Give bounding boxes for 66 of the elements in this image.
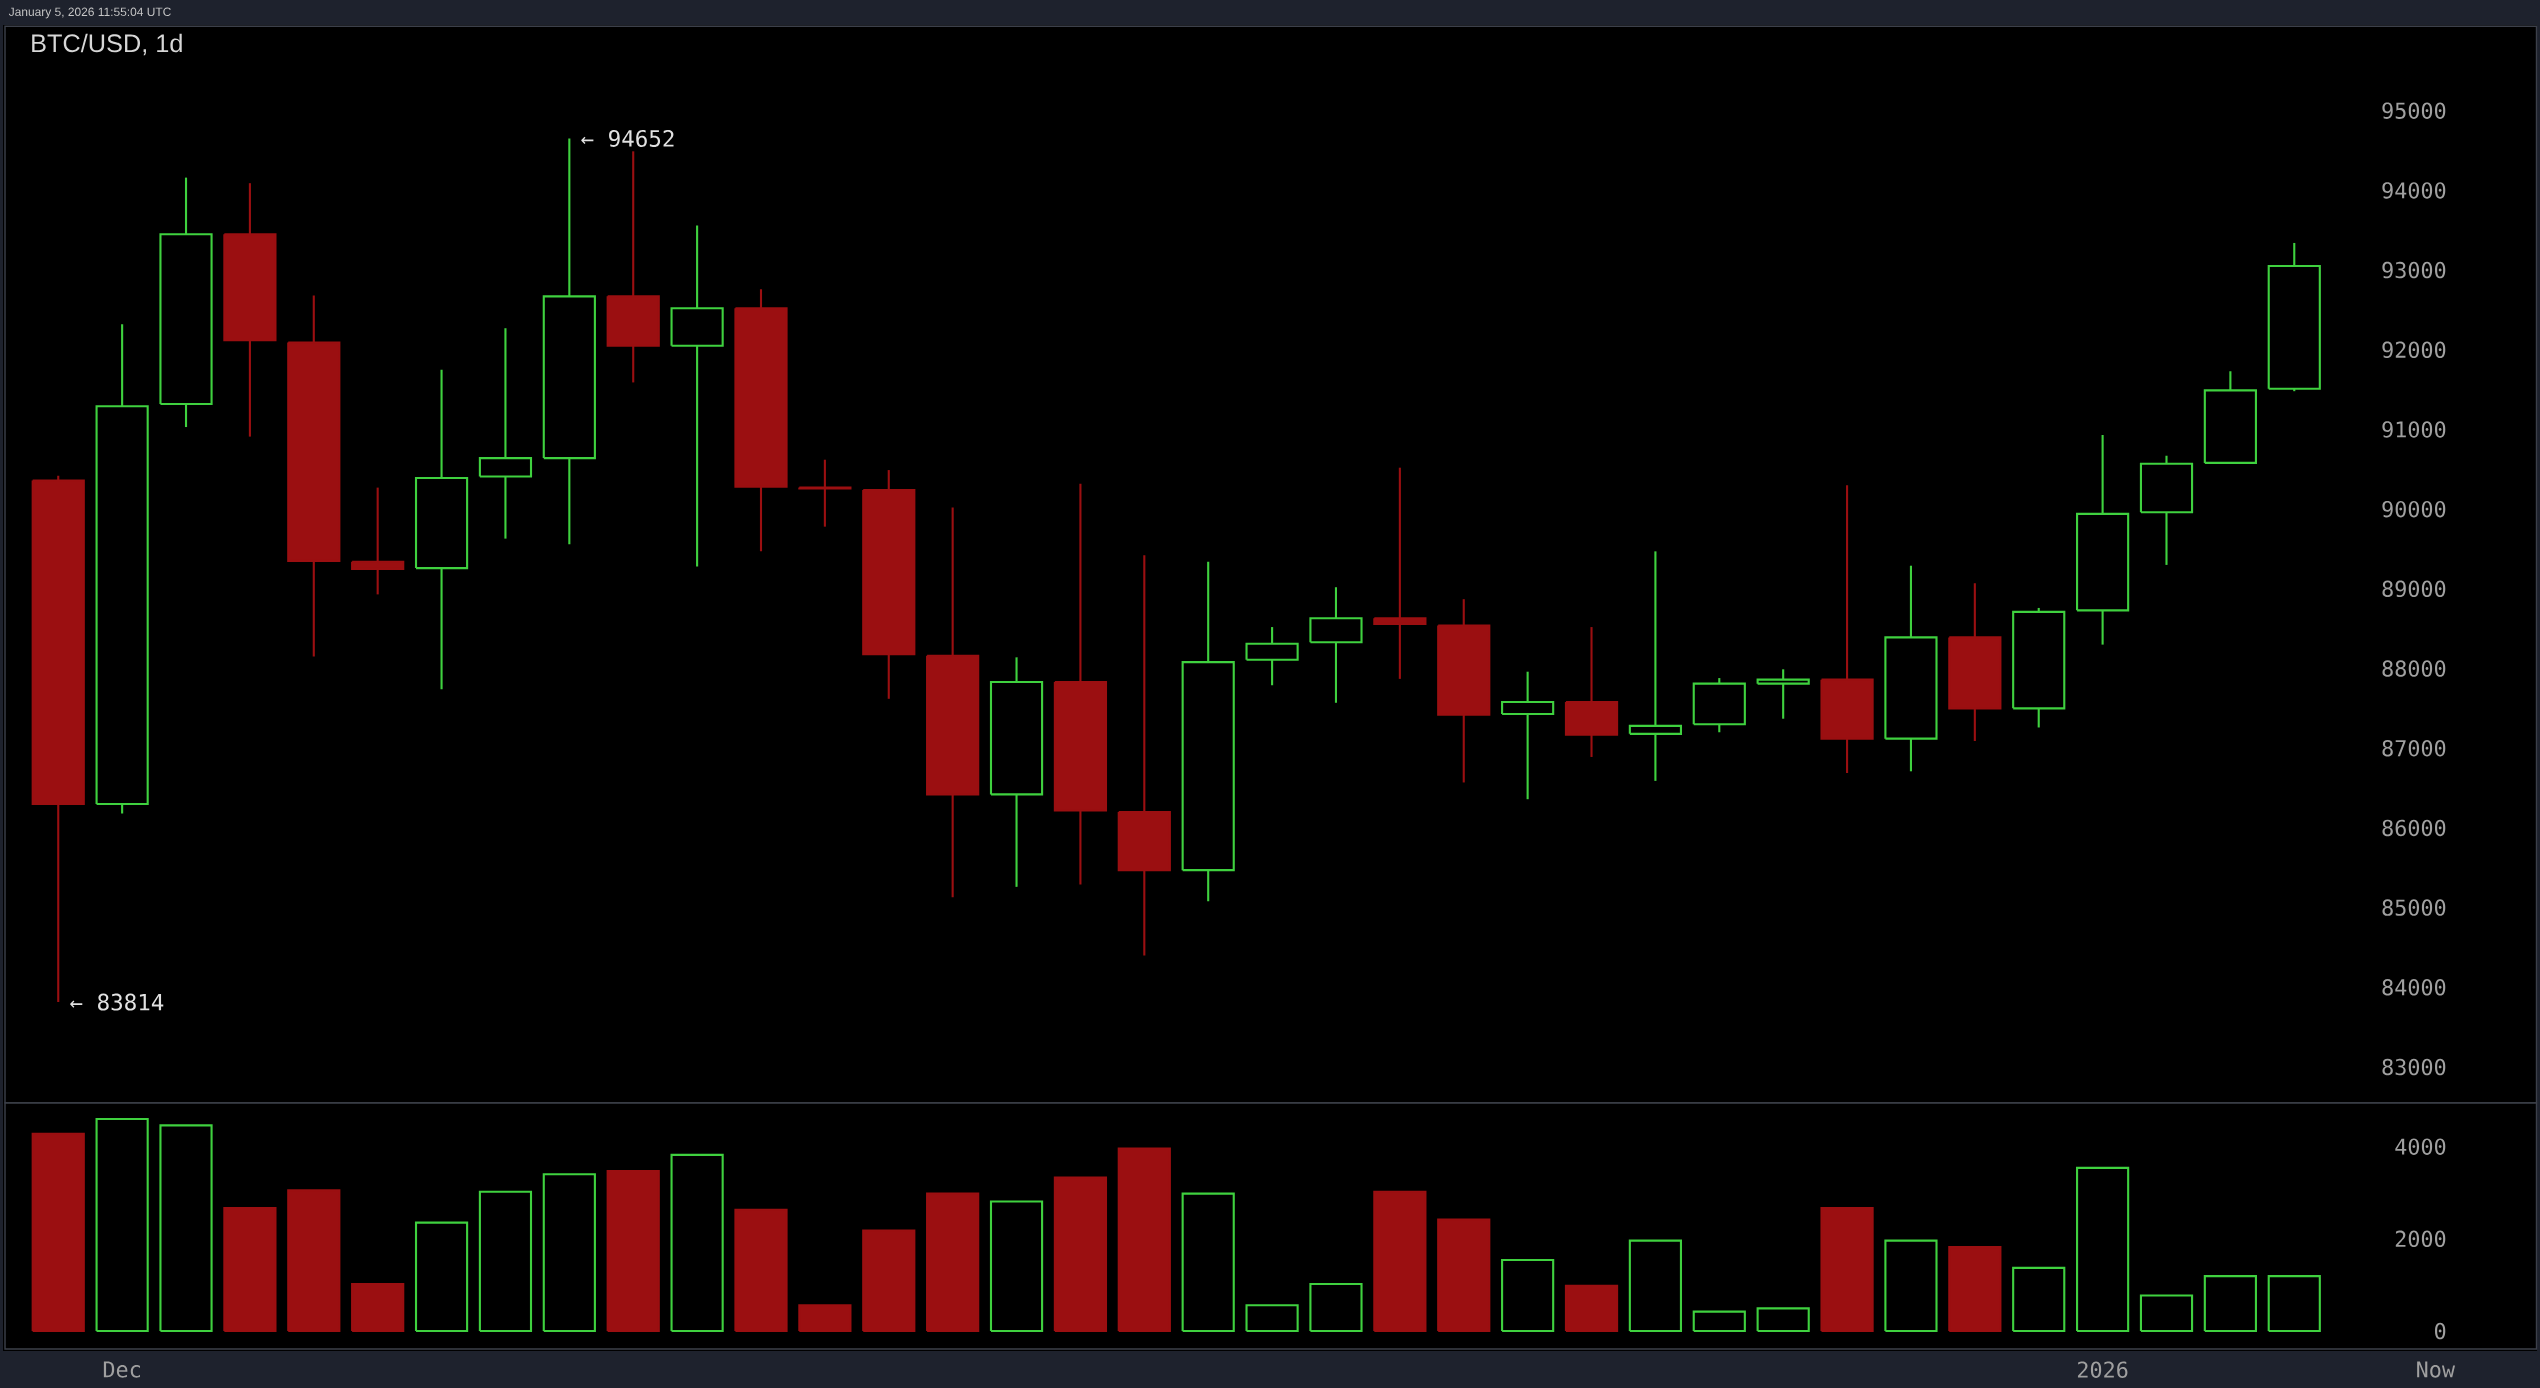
annotation: ← 94652 bbox=[581, 129, 674, 147]
bar bbox=[1756, 1307, 1810, 1333]
bar bbox=[2012, 1266, 2066, 1333]
bar bbox=[1564, 1284, 1619, 1333]
bar bbox=[606, 1169, 660, 1333]
y-tick-label: 89000 bbox=[2382, 580, 2446, 598]
candlestick bbox=[478, 327, 533, 540]
y-tick-label: 95000 bbox=[2382, 102, 2446, 119]
y-tick-label: 90000 bbox=[2382, 500, 2446, 518]
x-tick-label: Now bbox=[2417, 1361, 2456, 1378]
bar bbox=[2076, 1166, 2130, 1333]
y-tick-label: 88000 bbox=[2382, 660, 2446, 677]
bar bbox=[798, 1304, 852, 1333]
candlestick bbox=[1373, 466, 1427, 680]
bar bbox=[989, 1200, 1044, 1333]
y-tick-label: 84000 bbox=[2382, 979, 2446, 996]
y-tick-label: 83000 bbox=[2382, 1058, 2446, 1076]
annotation: ← 83814 bbox=[70, 993, 164, 1011]
y-tick-label: 92000 bbox=[2382, 341, 2446, 359]
bar bbox=[1948, 1246, 2002, 1333]
x-tick-label: 2026 bbox=[2077, 1361, 2128, 1378]
bar bbox=[95, 1117, 149, 1333]
candlestick bbox=[1628, 550, 1683, 782]
bar bbox=[1692, 1310, 1746, 1333]
candlestick bbox=[1501, 670, 1555, 801]
bar bbox=[351, 1282, 405, 1333]
y-tick-label: 2000 bbox=[2395, 1230, 2446, 1248]
bar bbox=[670, 1153, 724, 1333]
bar bbox=[159, 1124, 213, 1333]
y-tick-label: 93000 bbox=[2382, 261, 2446, 279]
bar bbox=[414, 1221, 469, 1333]
bar bbox=[478, 1190, 533, 1333]
y-tick-label: 91000 bbox=[2382, 421, 2446, 438]
y-tick-label: 94000 bbox=[2382, 182, 2446, 199]
bar bbox=[1820, 1206, 1874, 1333]
y-tick-label: 87000 bbox=[2382, 739, 2446, 757]
bar bbox=[2203, 1275, 2257, 1333]
bar bbox=[1628, 1239, 1683, 1333]
bar bbox=[734, 1208, 788, 1333]
y-tick-label: 4000 bbox=[2395, 1138, 2446, 1155]
bar bbox=[1437, 1218, 1491, 1333]
candlestick bbox=[670, 224, 724, 568]
x-tick-label: Dec bbox=[103, 1361, 140, 1378]
y-tick-label: 0 bbox=[2435, 1322, 2446, 1340]
bar bbox=[287, 1189, 341, 1333]
bar bbox=[1053, 1176, 1108, 1333]
y-tick-label: 86000 bbox=[2382, 819, 2446, 837]
y-tick-label: 85000 bbox=[2382, 899, 2446, 916]
bar bbox=[1181, 1192, 1235, 1333]
candlestick bbox=[1756, 668, 1810, 720]
bar bbox=[542, 1173, 596, 1333]
bar bbox=[2139, 1294, 2194, 1333]
bar bbox=[1501, 1258, 1555, 1333]
bar bbox=[223, 1206, 277, 1333]
bar bbox=[1309, 1282, 1363, 1333]
bar bbox=[1884, 1239, 1938, 1333]
candlestick bbox=[351, 486, 405, 596]
text: January 5, 2026 11:55:04 UTC bbox=[8, 7, 171, 19]
bar bbox=[862, 1229, 916, 1333]
bar bbox=[1117, 1147, 1171, 1333]
bar bbox=[2267, 1275, 2321, 1333]
chart-title: BTC/USD, 1d bbox=[32, 33, 182, 56]
bar bbox=[926, 1192, 980, 1333]
bar bbox=[1245, 1304, 1299, 1333]
bar bbox=[31, 1132, 85, 1333]
bar bbox=[1373, 1190, 1427, 1333]
